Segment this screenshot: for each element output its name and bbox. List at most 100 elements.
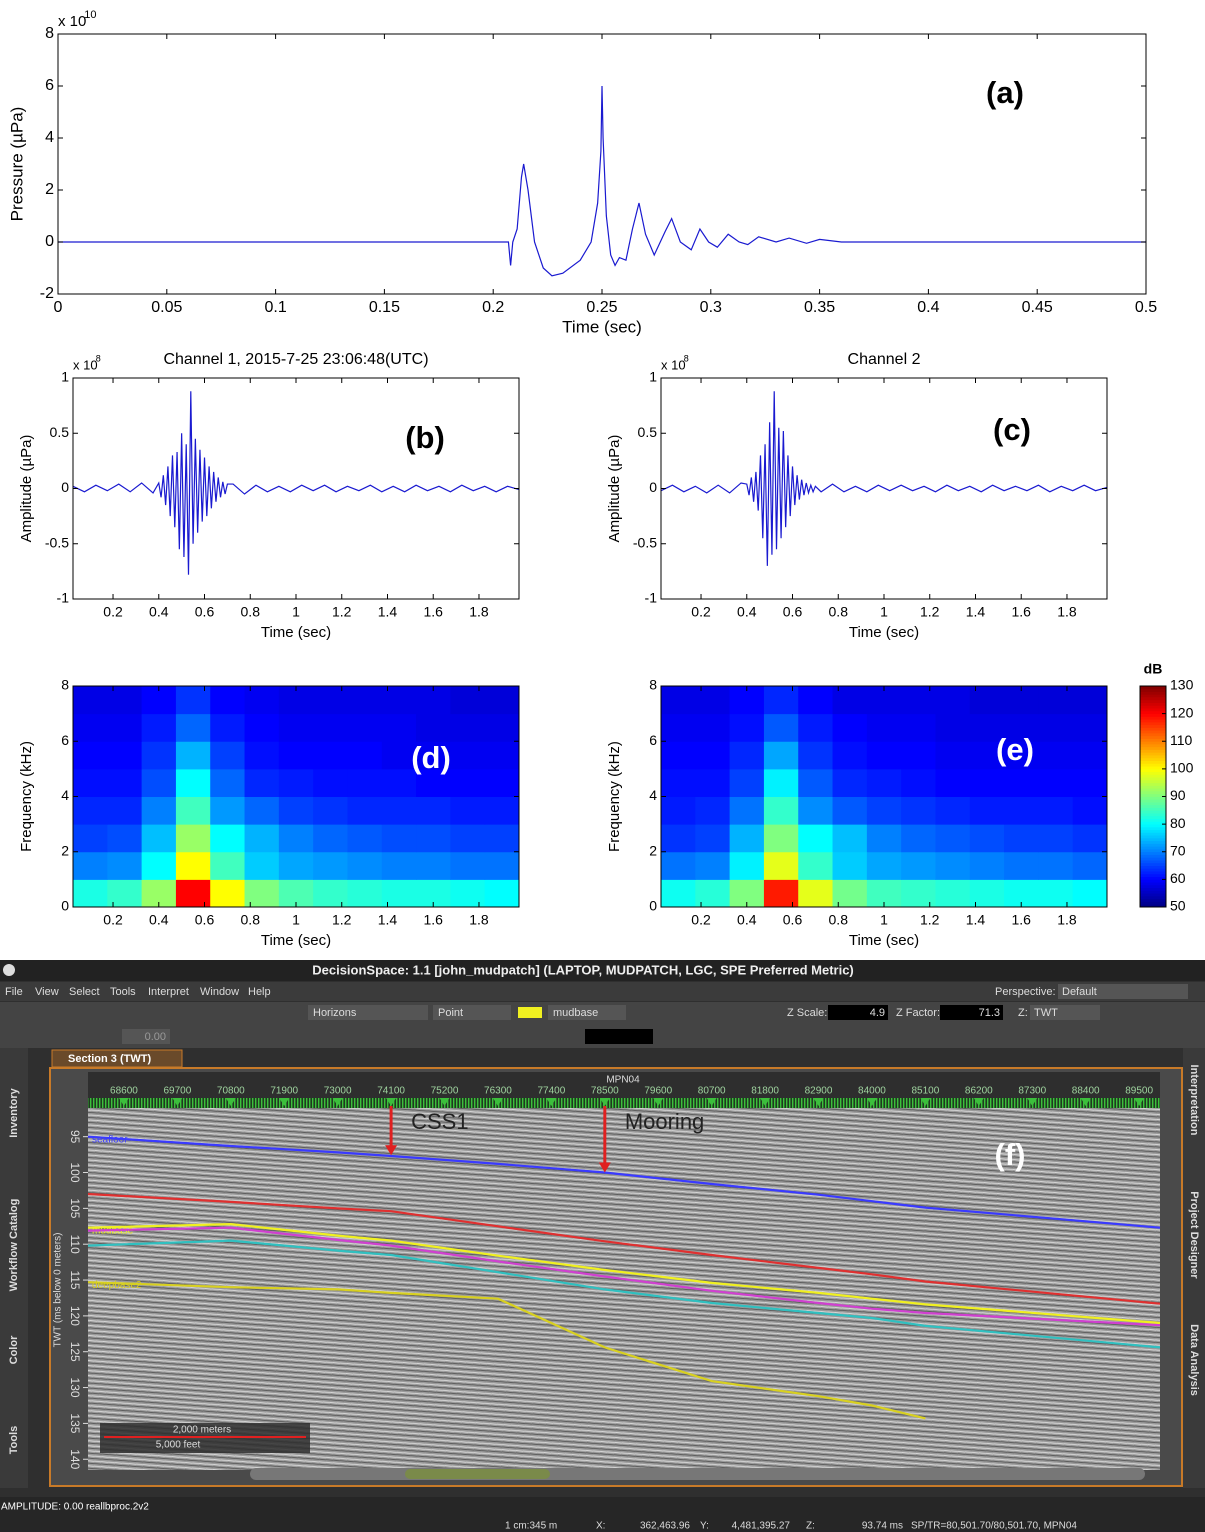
heat-cell xyxy=(695,768,731,797)
right-dock-tab[interactable]: Project Designer xyxy=(1188,1191,1200,1279)
x-tick-label: 0.6 xyxy=(783,604,803,620)
x-tick-label: 0.4 xyxy=(737,604,757,620)
menu-item[interactable]: Help xyxy=(248,986,271,998)
input-box[interactable] xyxy=(828,1005,888,1020)
heat-cell xyxy=(73,879,108,908)
colorbar-tick-label: 60 xyxy=(1170,870,1186,886)
colorbar-step xyxy=(1140,865,1166,869)
trace-tick-label: 71900 xyxy=(270,1086,298,1097)
trace-tick-label: 82900 xyxy=(805,1086,833,1097)
heat-cell xyxy=(450,686,486,715)
annotation-arrow-head xyxy=(385,1145,398,1156)
x-tick-label: 1 xyxy=(880,912,888,928)
perspective-value: Default xyxy=(1062,986,1097,998)
menu-item[interactable]: Tools xyxy=(110,986,136,998)
scrollbar-thumb[interactable] xyxy=(405,1469,550,1479)
input-box[interactable] xyxy=(122,1029,170,1044)
dropdown[interactable] xyxy=(548,1005,626,1020)
heat-cell xyxy=(763,851,799,880)
z-domain: TWT xyxy=(1034,1007,1058,1019)
left-dock xyxy=(0,1048,28,1488)
heat-cell xyxy=(866,768,902,797)
twt-axis-label: TWT (ms below 0 meters) xyxy=(53,1233,64,1348)
heat-cell xyxy=(73,796,108,825)
heat-cell xyxy=(210,824,246,853)
heat-cell xyxy=(107,741,143,770)
heat-cell xyxy=(210,796,246,825)
colorbar-step xyxy=(1140,688,1166,692)
waveform xyxy=(660,391,1108,566)
heat-cell xyxy=(1038,768,1074,797)
y-exponent: 8 xyxy=(684,353,689,363)
heat-cell xyxy=(729,851,765,880)
z-factor-label: Z Factor: xyxy=(896,1007,940,1019)
colorbar-step xyxy=(1140,854,1166,858)
heat-cell xyxy=(798,686,834,715)
heat-cell xyxy=(450,851,486,880)
heat-cell xyxy=(1038,741,1074,770)
y-tick-label: 2 xyxy=(649,842,657,858)
input-box[interactable] xyxy=(940,1005,1003,1020)
heat-cell xyxy=(1038,824,1074,853)
left-dock-tab[interactable]: Inventory xyxy=(8,1087,20,1137)
tab-title: Section 3 (TWT) xyxy=(68,1053,151,1065)
heat-cell xyxy=(244,768,280,797)
colorbar-step xyxy=(1140,788,1166,792)
heat-cell xyxy=(347,879,383,908)
dropdown[interactable] xyxy=(1030,1005,1100,1020)
colorbar-step xyxy=(1140,848,1166,853)
menu-item[interactable]: Interpret xyxy=(148,986,189,998)
y-axis-label: Amplitude (µPa) xyxy=(606,435,623,543)
menu-item[interactable]: Select xyxy=(69,986,100,998)
y-tick-label: 8 xyxy=(61,677,69,693)
heat-cell xyxy=(107,796,143,825)
colorbar-step xyxy=(1140,887,1166,891)
heat-cell xyxy=(278,796,314,825)
colorbar-step xyxy=(1140,777,1166,781)
status-amplitude: AMPLITUDE: 0.00 reallbproc.2v2 xyxy=(1,1502,149,1513)
heat-cell xyxy=(278,713,314,742)
right-dock-tab[interactable]: Interpretation xyxy=(1188,1065,1200,1136)
horizon xyxy=(87,1192,1161,1305)
panel-label: (d) xyxy=(411,740,451,775)
colorbar-step xyxy=(1140,843,1166,847)
chart-title: Channel 2 xyxy=(848,351,921,368)
heat-cell xyxy=(901,741,936,770)
menu-item[interactable]: File xyxy=(5,986,23,998)
left-dock-tab[interactable]: Tools xyxy=(8,1426,20,1455)
dropdown[interactable] xyxy=(433,1005,511,1020)
scrollbar[interactable] xyxy=(250,1468,1145,1480)
colorbar-tick-label: 110 xyxy=(1170,732,1193,748)
colorbar-step xyxy=(1140,895,1166,900)
twt-tick-label: 140 xyxy=(68,1449,82,1469)
menu-item[interactable]: Window xyxy=(200,986,239,998)
y-tick-label: 4 xyxy=(61,787,69,803)
colorbar-step xyxy=(1140,779,1166,784)
heat-cell xyxy=(175,824,211,853)
heat-cell xyxy=(763,686,799,715)
heat-cell xyxy=(1072,768,1108,797)
colorbar-step xyxy=(1140,807,1166,811)
menu-item[interactable]: View xyxy=(35,986,59,998)
colorbar-step xyxy=(1140,832,1166,836)
heat-cell xyxy=(313,768,348,797)
status-y-label: Y: xyxy=(700,1521,709,1532)
heat-cell xyxy=(729,713,765,742)
left-dock-tab[interactable]: Workflow Catalog xyxy=(8,1199,20,1292)
x-tick-label: 1 xyxy=(880,604,888,620)
heat-cell xyxy=(798,768,834,797)
trace-tick xyxy=(653,1098,664,1106)
annotation-arrow-head xyxy=(598,1162,611,1173)
colorbar-step xyxy=(1140,876,1166,880)
heat-cell xyxy=(450,796,486,825)
heat-cell xyxy=(763,713,799,742)
dropdown[interactable] xyxy=(308,1005,428,1020)
heat-cell xyxy=(901,851,936,880)
left-dock-tab[interactable]: Color xyxy=(8,1335,20,1364)
right-dock-tab[interactable]: Data Analysis xyxy=(1188,1324,1200,1396)
x-tick-label: 1.2 xyxy=(920,604,940,620)
y-tick-label: -0.5 xyxy=(633,534,657,550)
heat-cell xyxy=(141,851,177,880)
heat-cell xyxy=(210,768,246,797)
perspective-select[interactable] xyxy=(1058,984,1188,999)
